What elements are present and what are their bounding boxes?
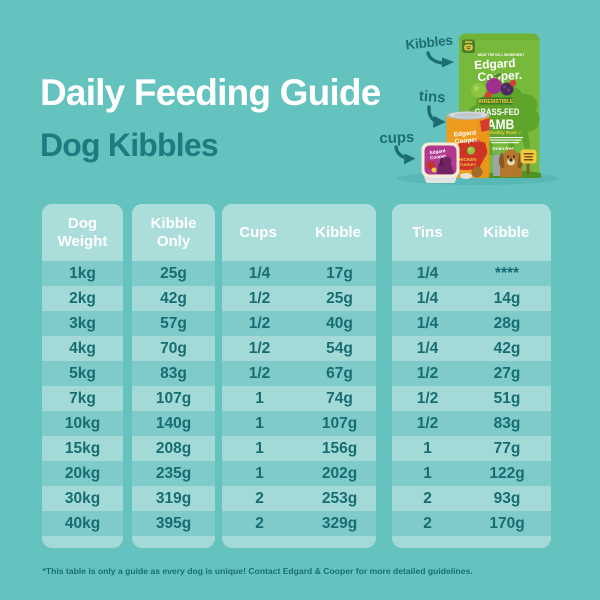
svg-text:Healthy Bowl ✓: Healthy Bowl ✓ <box>488 130 522 135</box>
svg-text:Edgard: Edgard <box>429 148 446 155</box>
svg-text:IRRESISTIBLE: IRRESISTIBLE <box>479 99 514 105</box>
svg-text:MEAT THE NO.1 INGREDIENT: MEAT THE NO.1 INGREDIENT <box>478 53 524 57</box>
svg-text:Grain-free: Grain-free <box>492 146 514 151</box>
svg-text:cups: cups <box>379 129 415 147</box>
svg-text:Cooper.: Cooper. <box>430 153 448 160</box>
svg-text:Edgard: Edgard <box>474 56 516 72</box>
svg-text:Kibbles: Kibbles <box>405 33 454 53</box>
svg-text:Cooper.: Cooper. <box>455 136 480 145</box>
svg-text:& TURKEY: & TURKEY <box>456 162 477 167</box>
svg-text:Edgard: Edgard <box>453 130 476 139</box>
svg-text:GRASS-FED: GRASS-FED <box>475 106 520 117</box>
svg-text:tins: tins <box>418 88 446 107</box>
svg-text:CHICKEN: CHICKEN <box>456 157 478 162</box>
